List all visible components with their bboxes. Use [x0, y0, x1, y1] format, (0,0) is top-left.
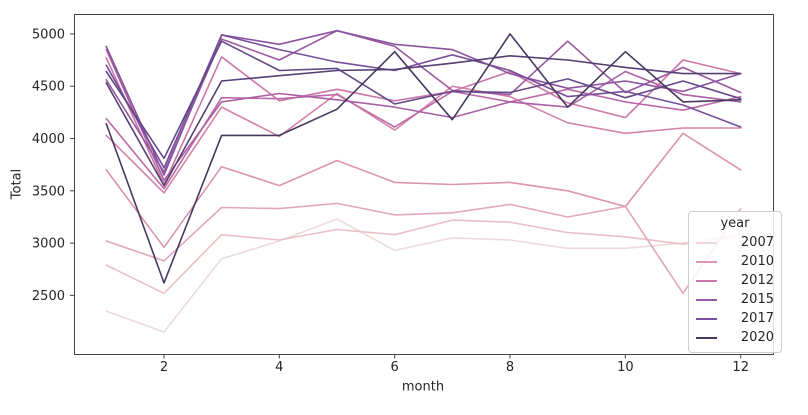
legend-item: 2017	[696, 309, 774, 328]
series-line-2013	[105, 88, 742, 190]
legend-swatch	[696, 317, 717, 320]
legend-item: 2015	[696, 290, 774, 309]
x-tick-label: 4	[275, 360, 283, 375]
legend-label: 2017	[740, 311, 774, 326]
series-line-2009	[105, 202, 742, 295]
y-tick-label: 3000	[32, 237, 65, 252]
x-tick-label: 2	[160, 360, 168, 375]
legend-items: 2007 2010 2012 2015 2017 2020	[696, 233, 774, 347]
legend-swatch	[696, 260, 717, 263]
legend-item: 2020	[696, 328, 774, 347]
y-axis-label: Total	[9, 168, 25, 200]
series-line-2007	[105, 218, 742, 333]
legend-label: 2015	[740, 292, 774, 307]
x-axis-label: month	[401, 379, 445, 395]
legend-item: 2012	[696, 271, 774, 290]
series-line-2020	[105, 33, 742, 284]
plot-border	[74, 14, 774, 355]
x-tick-label: 8	[506, 360, 514, 375]
legend-swatch	[696, 241, 717, 244]
series-line-2010	[105, 132, 742, 249]
series-line-2018	[105, 40, 742, 160]
legend-label: 2010	[740, 254, 774, 269]
series-line-2011	[105, 85, 742, 194]
legend-swatch	[696, 298, 717, 301]
series-line-2008	[105, 219, 742, 295]
y-tick-label: 4500	[32, 80, 65, 95]
series-line-2017	[105, 34, 742, 169]
y-tick-label: 4000	[32, 132, 65, 147]
legend-item: 2007	[696, 233, 774, 252]
legend-title: year	[720, 216, 750, 231]
series-line-2019	[105, 54, 742, 187]
series-line-2014	[105, 48, 742, 182]
legend: year 2007 2010 2012 2015 2017 2020	[688, 211, 782, 353]
legend-swatch	[696, 279, 717, 282]
legend-label: 2020	[740, 330, 774, 345]
y-tick-label: 3500	[32, 184, 65, 199]
legend-label: 2012	[740, 273, 774, 288]
x-tick-label: 6	[391, 360, 399, 375]
series-line-2012	[105, 56, 742, 186]
legend-label: 2007	[740, 235, 774, 250]
y-tick-label: 2500	[32, 289, 65, 304]
legend-item: 2010	[696, 252, 774, 271]
x-tick-label: 12	[732, 360, 749, 375]
legend-swatch	[696, 336, 717, 339]
y-tick-label: 5000	[32, 27, 65, 42]
x-tick-label: 10	[617, 360, 634, 375]
